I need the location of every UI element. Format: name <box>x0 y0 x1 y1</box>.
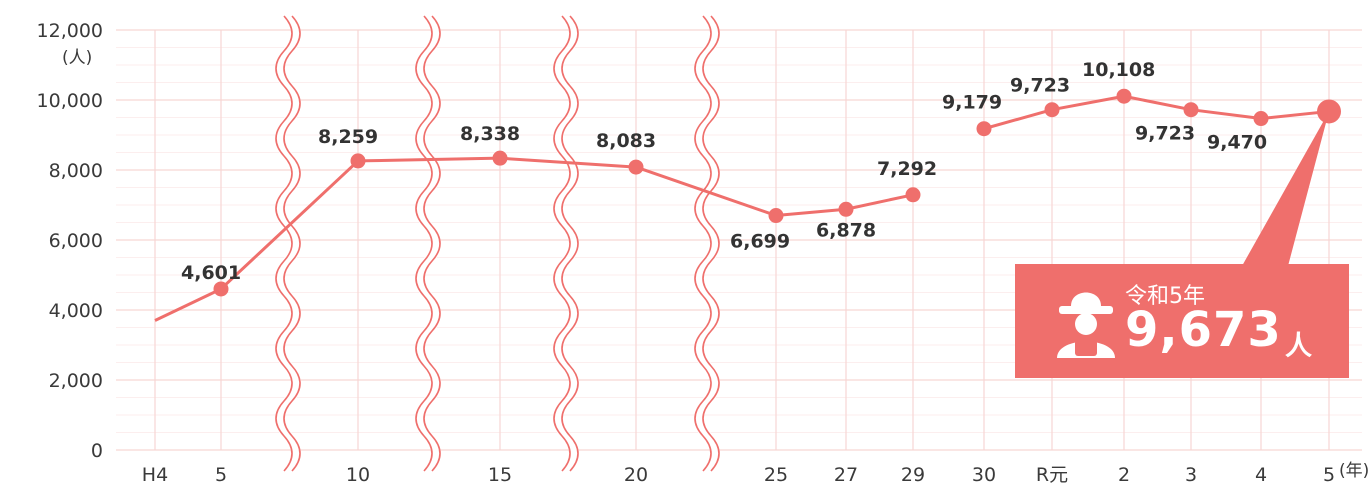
x-tick-label: 29 <box>901 464 925 486</box>
x-tick-label: 27 <box>834 464 858 486</box>
x-tick-label: H4 <box>142 464 168 486</box>
x-tick-label: 30 <box>972 464 996 486</box>
x-tick-label: 25 <box>764 464 788 486</box>
break-mask <box>275 12 301 475</box>
data-label: 6,878 <box>816 219 876 241</box>
callout-value: 9,673 <box>1125 302 1282 358</box>
data-point <box>768 208 784 224</box>
data-point <box>905 187 921 203</box>
data-points <box>213 88 1341 297</box>
data-label: 6,699 <box>730 231 790 253</box>
x-axis-ticks: H4 5 10 15 20 25 27 29 30 R元 2 3 4 5 <box>142 464 1335 486</box>
series-line <box>983 94 1330 131</box>
data-point <box>1044 102 1060 118</box>
break-line <box>702 15 720 472</box>
x-tick-label: 3 <box>1185 464 1197 486</box>
data-point <box>976 121 992 137</box>
break-mask <box>415 12 441 475</box>
callout-box: 令和5年 9,673 人 <box>1015 264 1349 378</box>
grid <box>116 29 1362 451</box>
x-axis-unit: (年) <box>1339 461 1369 481</box>
person-icon <box>1057 292 1115 358</box>
y-tick-label: 8,000 <box>49 160 103 182</box>
y-axis-unit: (人) <box>62 48 92 68</box>
y-tick-label: 2,000 <box>49 370 103 392</box>
series-lines <box>154 94 1330 322</box>
data-label: 8,259 <box>318 126 378 148</box>
break-mask <box>694 12 720 475</box>
break-line <box>423 15 441 472</box>
data-label: 7,292 <box>877 158 937 180</box>
callout-pointer <box>1242 111 1329 266</box>
data-label: 9,179 <box>942 92 1002 114</box>
axis-breaks <box>275 12 720 475</box>
break-line <box>561 15 579 472</box>
data-point <box>492 150 508 166</box>
break-line <box>415 15 433 472</box>
y-tick-label: 4,000 <box>49 300 103 322</box>
data-label: 9,723 <box>1135 123 1195 145</box>
data-labels: 4,601 8,259 8,338 8,083 6,699 6,878 7,292 9,179… <box>181 59 1267 284</box>
callout-unit: 人 <box>1285 331 1312 362</box>
y-tick-label: 6,000 <box>49 230 103 252</box>
y-axis-ticks: 12,000 10,000 8,000 6,000 4,000 2,000 0 <box>37 20 103 462</box>
data-point <box>1317 99 1341 124</box>
callout-year: 令和5年 <box>1125 284 1205 309</box>
break-line <box>553 15 571 472</box>
data-point <box>628 159 644 175</box>
x-tick-label: 2 <box>1118 464 1130 486</box>
series-line <box>154 156 914 322</box>
data-point <box>1253 111 1269 127</box>
data-label: 8,083 <box>596 130 656 152</box>
data-label: 4,601 <box>181 262 241 284</box>
break-mask <box>553 12 579 475</box>
data-point <box>838 201 854 217</box>
y-tick-label: 10,000 <box>37 90 103 112</box>
x-tick-label: 5 <box>1323 464 1335 486</box>
x-tick-label: 15 <box>488 464 512 486</box>
break-line <box>283 15 301 472</box>
break-line <box>275 15 293 472</box>
data-point <box>1183 102 1199 118</box>
x-tick-label: 5 <box>215 464 227 486</box>
y-tick-label: 12,000 <box>37 20 103 42</box>
break-line <box>694 15 712 472</box>
data-label: 9,723 <box>1010 75 1070 97</box>
x-tick-label: R元 <box>1036 464 1068 486</box>
x-tick-label: 4 <box>1255 464 1267 486</box>
data-point <box>1116 88 1132 104</box>
x-tick-label: 20 <box>624 464 648 486</box>
x-tick-label: 10 <box>346 464 370 486</box>
data-label: 9,470 <box>1207 132 1267 154</box>
y-tick-label: 0 <box>91 440 103 462</box>
data-point <box>350 153 366 169</box>
data-label: 8,338 <box>460 123 520 145</box>
data-point <box>213 281 229 297</box>
data-label: 10,108 <box>1082 59 1155 81</box>
